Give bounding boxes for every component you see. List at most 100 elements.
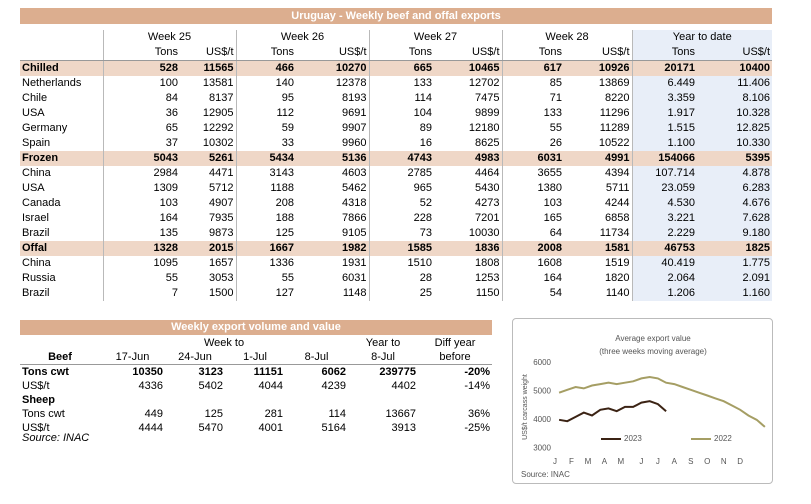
cell: 2984 <box>102 166 180 181</box>
legend-label: 2022 <box>714 434 732 443</box>
empty-cell <box>418 393 492 407</box>
cell: 10522 <box>598 137 630 149</box>
cell: 4044 <box>258 380 283 392</box>
x-tick-label: S <box>688 457 693 466</box>
row-label: Frozen <box>20 151 103 166</box>
section-row: Chilled 528 11565 466 10270 665 10465 617 10926 2… <box>20 60 773 76</box>
cell: 5136 <box>296 151 369 166</box>
data-row: Spain 37 10302 33 9960 16 8625 26 10522 1.100 10.3… <box>20 136 773 151</box>
y-tick-label: 6000 <box>533 358 551 367</box>
y-tick-label: 4000 <box>533 415 551 424</box>
cell: 46753 <box>631 241 697 256</box>
cell: 13667 <box>385 408 417 420</box>
cell: 1510 <box>368 256 434 271</box>
x-tick-label: F <box>569 457 574 466</box>
cell: 103 <box>102 196 180 211</box>
column-header: 1-Jul <box>225 350 285 365</box>
cell: 3123 <box>198 366 223 378</box>
header-row: Week 25 Week 26 Week 27 Week 28 Year to date <box>20 30 773 45</box>
x-tick-label: O <box>704 457 710 466</box>
x-tick-label: A <box>602 457 608 466</box>
cell: 52 <box>368 196 434 211</box>
data-row: Israel 164 7935 188 7866 228 7201 165 6858 3.221 7… <box>20 211 773 226</box>
cell: 114 <box>328 408 347 420</box>
empty-cell <box>20 336 100 350</box>
cell: 37 <box>102 136 180 151</box>
cell: 13581 <box>202 77 234 89</box>
cell: 40.419 <box>631 256 697 271</box>
group-header: Year to <box>365 337 401 349</box>
table-title: Uruguay - Weekly beef and offal exports <box>20 8 772 24</box>
row-label: Tons cwt <box>22 366 69 378</box>
data-row: Russia 55 3053 55 6031 28 1253 164 1820 2.064 2.09… <box>20 271 773 286</box>
cell: 1.100 <box>631 136 697 151</box>
column-header: 24-Jun <box>165 350 225 365</box>
empty-cell <box>20 45 103 61</box>
x-tick-label: M <box>585 457 592 466</box>
data-row: Sheep <box>20 393 492 407</box>
x-tick-label: D <box>737 457 743 466</box>
cell: 5043 <box>102 151 180 166</box>
cell: 5434 <box>235 151 296 166</box>
cell: 1328 <box>102 241 180 256</box>
cell: 7866 <box>342 212 367 224</box>
cell: 12292 <box>202 122 234 134</box>
row-label: Offal <box>20 241 103 256</box>
data-row: Chile 84 8137 95 8193 114 7475 71 8220 3.359 8.106 <box>20 91 773 106</box>
cell: 4907 <box>209 197 234 209</box>
cell: 4318 <box>342 197 367 209</box>
cell: 16 <box>368 136 434 151</box>
row-label: Sheep <box>22 394 56 406</box>
cell: 1.515 <box>631 121 697 136</box>
cell: 10.330 <box>697 136 773 151</box>
cell: 104 <box>368 106 434 121</box>
data-row: China 2984 4471 3143 4603 2785 4464 3655 4394 107… <box>20 166 773 181</box>
column-header: 17-Jun <box>100 350 165 365</box>
row-label: Israel <box>22 212 49 224</box>
cell: 73 <box>368 226 434 241</box>
cell: 1.206 <box>631 286 697 301</box>
cell: 164 <box>102 211 180 226</box>
row-label: China <box>22 257 51 269</box>
empty-cell <box>348 393 418 407</box>
x-tick-label: M <box>618 457 625 466</box>
header-row: Week to Year to Diff year <box>20 336 492 350</box>
cell: 1.775 <box>697 256 773 271</box>
cell: 6031 <box>342 272 367 284</box>
y-axis-label: US$/t carcass weight <box>522 374 529 440</box>
cell: 4336 <box>138 380 163 392</box>
cell: 84 <box>102 91 180 106</box>
cell: 5261 <box>180 151 236 166</box>
cell: 4.676 <box>697 196 773 211</box>
cell: 4402 <box>391 380 417 392</box>
sub-header: Tons <box>102 45 180 61</box>
cell: 12.825 <box>697 121 773 136</box>
section-row: Frozen 5043 5261 5434 5136 4743 4983 6031 4991 15… <box>20 151 773 166</box>
cell: 5462 <box>342 182 367 194</box>
cell: 54 <box>501 286 564 301</box>
cell: 7935 <box>209 212 234 224</box>
cell: 4239 <box>321 380 347 392</box>
cell: 1825 <box>697 241 773 256</box>
cell: 55 <box>501 121 564 136</box>
cell: 140 <box>235 76 296 91</box>
cell: 71 <box>501 91 564 106</box>
y-tick-label: 3000 <box>533 443 551 452</box>
cell: 12702 <box>468 77 500 89</box>
row-label: Canada <box>22 197 61 209</box>
series-line <box>558 400 667 423</box>
cell: 133 <box>368 76 434 91</box>
data-row: Brazil 135 9873 125 9105 73 10030 64 11734 2.229 9… <box>20 226 773 241</box>
data-row: Brazil 7 1500 127 1148 25 1150 54 1140 1.206 1.160 <box>20 286 773 301</box>
sub-header: US$/t <box>697 45 773 61</box>
sub-header: Tons <box>368 45 434 61</box>
cell: 112 <box>235 106 296 121</box>
cell: 25 <box>368 286 434 301</box>
cell: 2.229 <box>631 226 697 241</box>
cell: 6858 <box>605 212 630 224</box>
cell: 4991 <box>564 151 632 166</box>
chart-box: Average export value (three weeks moving… <box>512 318 773 484</box>
cell: 665 <box>368 60 434 76</box>
cell: 10270 <box>296 60 369 76</box>
row-label: Chile <box>22 92 48 104</box>
